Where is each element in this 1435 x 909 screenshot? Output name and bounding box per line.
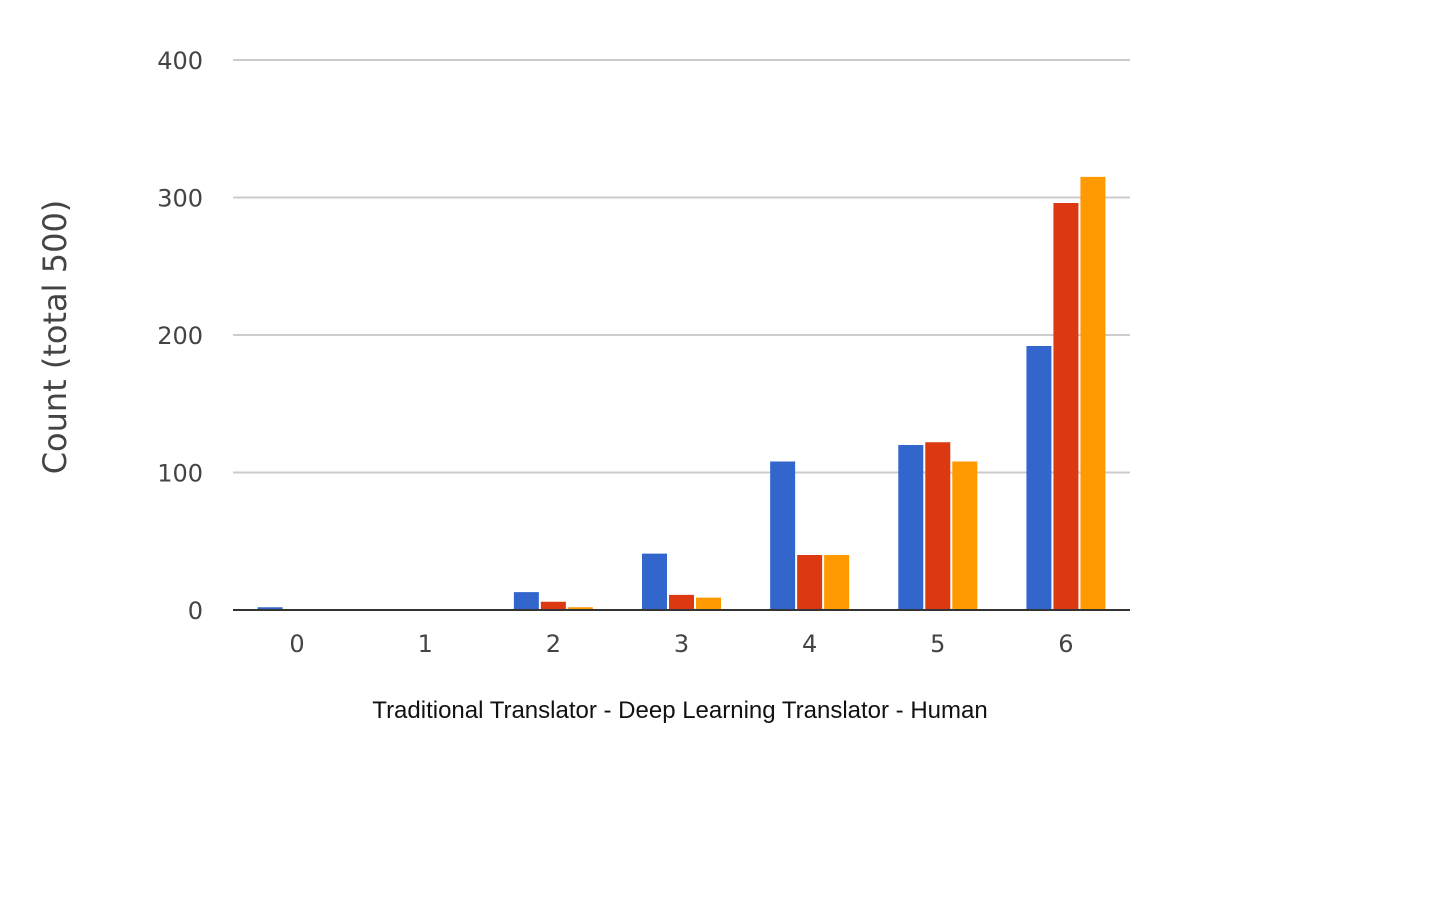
y-tick-label: 100	[157, 460, 203, 488]
y-axis-label: Count (total 500)	[36, 200, 74, 475]
x-tick-label: 5	[930, 630, 945, 658]
bar-series-2-category-4	[797, 555, 823, 610]
bar-series-1-category-3	[642, 553, 667, 610]
bar-series-3-category-4	[824, 555, 850, 610]
x-tick-label: 3	[674, 630, 689, 658]
bar-series-3-category-5	[952, 461, 978, 610]
bar-series-1-category-4	[770, 461, 796, 610]
x-tick-label: 1	[418, 630, 433, 658]
y-tick-label: 0	[188, 597, 203, 625]
bar-series-2-category-6	[1053, 203, 1079, 610]
bar-series-2-category-2	[540, 601, 566, 610]
x-tick-label: 2	[546, 630, 561, 658]
bar-series-3-category-3	[696, 597, 721, 610]
bar-series-1-category-2	[513, 592, 539, 610]
x-tick-label: 6	[1058, 630, 1073, 658]
bars	[257, 176, 1106, 610]
bar-series-2-category-3	[669, 594, 694, 610]
y-tick-label: 300	[157, 185, 203, 213]
y-axis-ticks: 0 100 200 300 400	[157, 47, 203, 625]
bar-series-3-category-2	[567, 607, 593, 610]
bar-series-3-category-6	[1080, 176, 1106, 610]
bar-series-1-category-6	[1026, 346, 1052, 610]
y-tick-label: 200	[157, 322, 203, 350]
y-tick-label: 400	[157, 47, 203, 75]
x-axis-label: Traditional Translator - Deep Learning T…	[372, 697, 988, 724]
x-tick-label: 4	[802, 630, 817, 658]
gridlines	[233, 59, 1130, 474]
x-axis-ticks: 0 1 2 3 4 5 6	[289, 630, 1073, 658]
bar-series-2-category-5	[925, 442, 951, 610]
bar-series-1-category-0	[257, 607, 283, 610]
bar-series-1-category-5	[898, 445, 924, 610]
x-tick-label: 0	[289, 630, 304, 658]
